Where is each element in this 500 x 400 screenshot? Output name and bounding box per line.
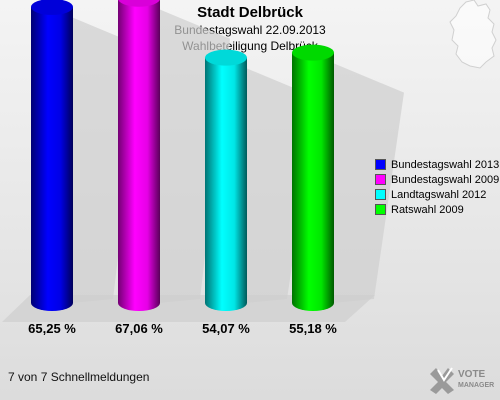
legend-item: Bundestagswahl 2009 — [375, 172, 499, 187]
legend-label: Ratswahl 2009 — [391, 203, 464, 216]
legend-label: Landtagswahl 2012 — [391, 188, 487, 201]
bar-value-label: 65,25 % — [28, 321, 76, 336]
bar-top — [292, 44, 334, 61]
footer-text: 7 von 7 Schnellmeldungen — [8, 370, 150, 384]
bar-value-label: 55,18 % — [289, 321, 337, 336]
bar-shadow — [332, 62, 404, 303]
bar — [205, 57, 247, 311]
bar — [31, 6, 73, 311]
bar — [118, 0, 160, 311]
legend: Bundestagswahl 2013 Bundestagswahl 2009 La… — [375, 157, 499, 217]
bar-top — [205, 49, 247, 66]
legend-item: Bundestagswahl 2013 — [375, 157, 499, 172]
legend-swatch — [375, 159, 386, 170]
legend-swatch — [375, 189, 386, 200]
germany-map-icon — [449, 0, 497, 69]
bar-top — [118, 0, 160, 7]
vote-manager-logo-icon — [430, 367, 454, 394]
brand-line1: VOTE — [458, 369, 486, 380]
bar-top — [31, 0, 73, 15]
legend-swatch — [375, 174, 386, 185]
legend-swatch — [375, 204, 386, 215]
bar-value-label: 67,06 % — [115, 321, 163, 336]
legend-item: Landtagswahl 2012 — [375, 187, 499, 202]
legend-item: Ratswahl 2009 — [375, 202, 499, 217]
brand-line2: MANAGER — [458, 382, 495, 389]
chart-title: Stadt Delbrück — [197, 4, 303, 21]
bar — [292, 52, 334, 311]
bar-value-label: 54,07 % — [202, 321, 250, 336]
legend-label: Bundestagswahl 2013 — [391, 158, 500, 171]
legend-label: Bundestagswahl 2009 — [391, 173, 500, 186]
vote-manager-logo: VOTE MANAGER — [428, 364, 498, 396]
chart-floor — [2, 295, 375, 322]
